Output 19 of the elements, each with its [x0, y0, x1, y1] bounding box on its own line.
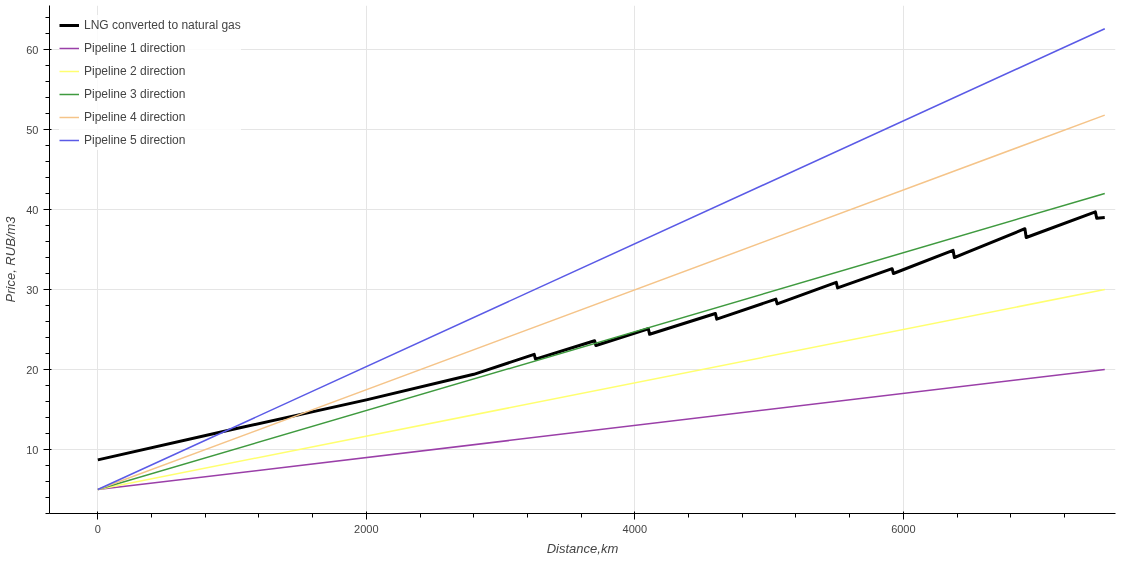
legend-label: Pipeline 4 direction: [84, 110, 186, 124]
x-axis-title: Distance,km: [546, 540, 619, 556]
y-tick-label: 60: [26, 43, 39, 56]
y-tick-label: 20: [26, 363, 39, 376]
legend-label: Pipeline 5 direction: [84, 133, 186, 147]
y-tick-label: 50: [26, 123, 39, 136]
y-axis-title: Price, RUB/m3: [3, 215, 19, 303]
legend-label: Pipeline 3 direction: [84, 87, 186, 101]
y-tick-label: 30: [26, 283, 39, 296]
x-tick-label: 2000: [354, 522, 379, 535]
legend-label: LNG converted to natural gas: [84, 18, 241, 32]
line-series: [96, 210, 1107, 462]
x-tick-label: 6000: [891, 522, 916, 535]
legend-label: Pipeline 1 direction: [84, 41, 186, 55]
y-tick-label: 10: [26, 443, 39, 456]
x-tick-label: 4000: [622, 522, 648, 535]
legend-label: Pipeline 2 direction: [84, 64, 186, 78]
y-tick-label: 40: [26, 203, 39, 216]
x-tick-label: 0: [94, 522, 101, 535]
